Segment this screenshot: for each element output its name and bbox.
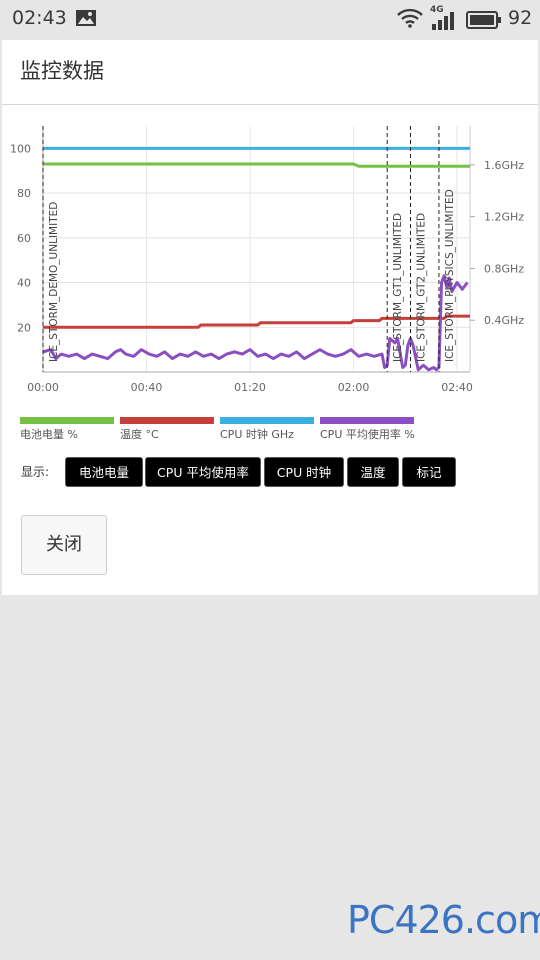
marker-label: ICE_STORM_DEMO_UNLIMITED [48,202,60,362]
toggle-cpu-clock-button[interactable]: CPU 时钟 [264,457,344,487]
legend-swatch-temperature [120,417,214,424]
x-tick-label: 02:40 [441,381,473,394]
legend-swatch-battery [20,417,114,424]
monitor-chart: 20 40 60 80 100 00:00 00:40 01:20 02:00 02:40 0.4G… [10,126,524,394]
y-tick-label: 40 [17,277,31,290]
y-tick-label: 100 [10,142,31,155]
marker-label: ICE_STORM_GT1_UNLIMITED [392,213,404,362]
legend-label-temperature: 温度 °C [120,428,159,441]
display-label: 显示: [21,465,50,479]
legend-swatch-cpu-usage [320,417,414,424]
status-time: 02:43 [12,7,67,29]
battery-icon [466,11,502,33]
toggle-markers-button[interactable]: 标记 [402,457,456,487]
status-bar: 02:43 4G 92 [0,0,540,38]
legend-label-battery: 电池电量 % [20,428,78,441]
toggle-battery-button[interactable]: 电池电量 [65,457,143,487]
right-tick-label: 1.2GHz [484,211,524,224]
wifi-icon [397,8,423,32]
monitor-card: 监控数据 20 40 60 80 100 00:00 00:40 01:20 02:00 02:4… [2,40,538,595]
y-tick-label: 60 [17,232,31,245]
right-tick-label: 1.6GHz [484,159,524,172]
y-tick-label: 80 [17,187,31,200]
right-tick-label: 0.8GHz [484,262,524,275]
title-divider [2,104,538,105]
image-icon [76,10,96,30]
marker-label: ICE_STORM_GT2_UNLIMITED [415,213,427,362]
legend-battery: 电池电量 % [20,417,114,442]
watermark-logo: PC426.com [347,898,540,942]
right-tick-label: 0.4GHz [484,314,524,327]
toggle-cpu-usage-button[interactable]: CPU 平均使用率 [145,457,261,487]
battery-percent: 92 [508,7,533,29]
page-title: 监控数据 [20,59,104,83]
legend-cpu-clock: CPU 时钟 GHz [220,417,314,442]
series-line-1 [43,314,470,329]
legend-temperature: 温度 °C [120,417,214,442]
legend-label-cpu-usage: CPU 平均使用率 % [320,428,415,441]
series-line-0 [43,162,470,168]
x-tick-label: 01:20 [234,381,266,394]
network-type: 4G [430,5,444,15]
x-tick-label: 00:40 [131,381,163,394]
legend-cpu-usage: CPU 平均使用率 % [320,417,415,442]
x-tick-label: 00:00 [27,381,59,394]
close-button[interactable]: 关闭 [21,515,107,575]
toggle-temperature-button[interactable]: 温度 [347,457,399,487]
legend-swatch-cpu-clock [220,417,314,424]
x-tick-label: 02:00 [338,381,370,394]
legend-label-cpu-clock: CPU 时钟 GHz [220,428,294,441]
signal-icon [432,12,458,34]
series-line-3 [42,274,469,372]
y-tick-label: 20 [17,321,31,334]
marker-label: ICE_STORM_PHYSICS_UNLIMITED [444,189,456,362]
